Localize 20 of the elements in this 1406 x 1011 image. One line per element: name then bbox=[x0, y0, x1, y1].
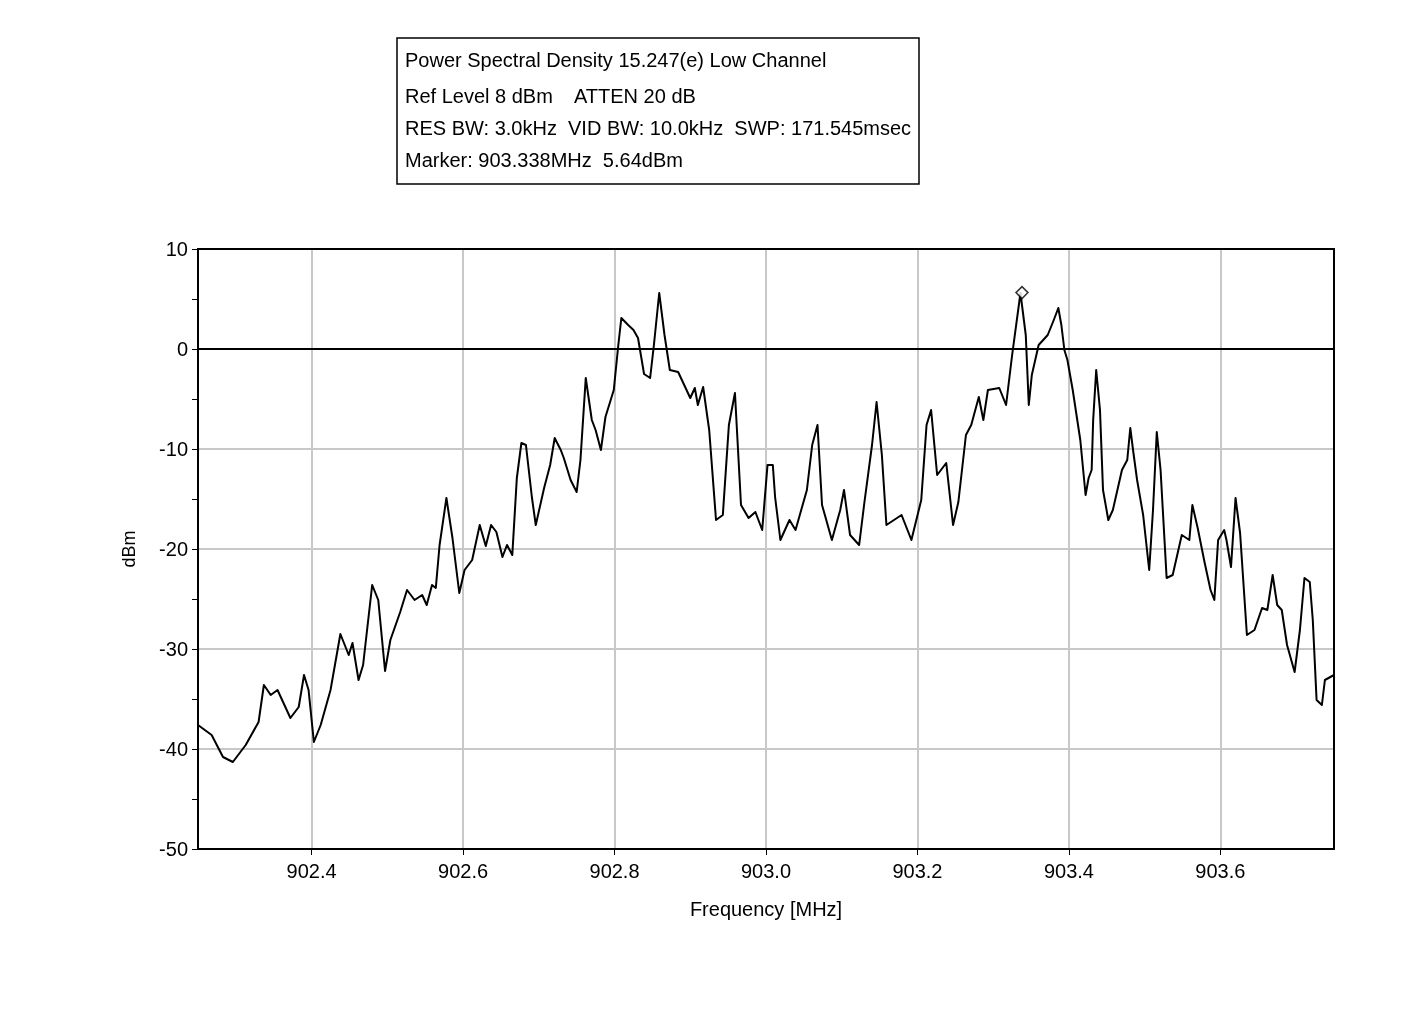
text: Marker: 903.338MHz 5.64dBm bbox=[405, 149, 683, 171]
x-tick-label: 902.4 bbox=[286, 860, 337, 882]
x-tick-label: 902.8 bbox=[589, 860, 640, 882]
x-tick-label: 903.4 bbox=[1043, 860, 1094, 882]
y-tick-label: -40 bbox=[159, 738, 188, 760]
x-tick-label: 902.6 bbox=[438, 860, 489, 882]
x-tick-label: 903.6 bbox=[1195, 860, 1246, 882]
text: RES BW: 3.0kHz VID BW: 10.0kHz SWP: 171.545msec bbox=[405, 117, 912, 139]
x-tick-label: 903.0 bbox=[740, 860, 792, 882]
x-axis-title: Frequency [MHz] bbox=[689, 898, 843, 920]
y-tick-label: -20 bbox=[159, 538, 188, 560]
y-tick-label: 10 bbox=[165, 238, 188, 260]
chart-title: Power Spectral Density 15.247(e) Low Channel bbox=[405, 49, 827, 71]
text: Ref Level 8 dBm ATTEN 20 dB bbox=[405, 85, 696, 107]
y-axis-title: dBm bbox=[119, 530, 139, 568]
y-tick-label: -50 bbox=[159, 838, 188, 860]
y-tick-label: -10 bbox=[159, 438, 188, 460]
y-tick-label: 0 bbox=[176, 338, 188, 360]
y-tick-label: -30 bbox=[159, 638, 188, 660]
x-tick-label: 903.2 bbox=[892, 860, 943, 882]
